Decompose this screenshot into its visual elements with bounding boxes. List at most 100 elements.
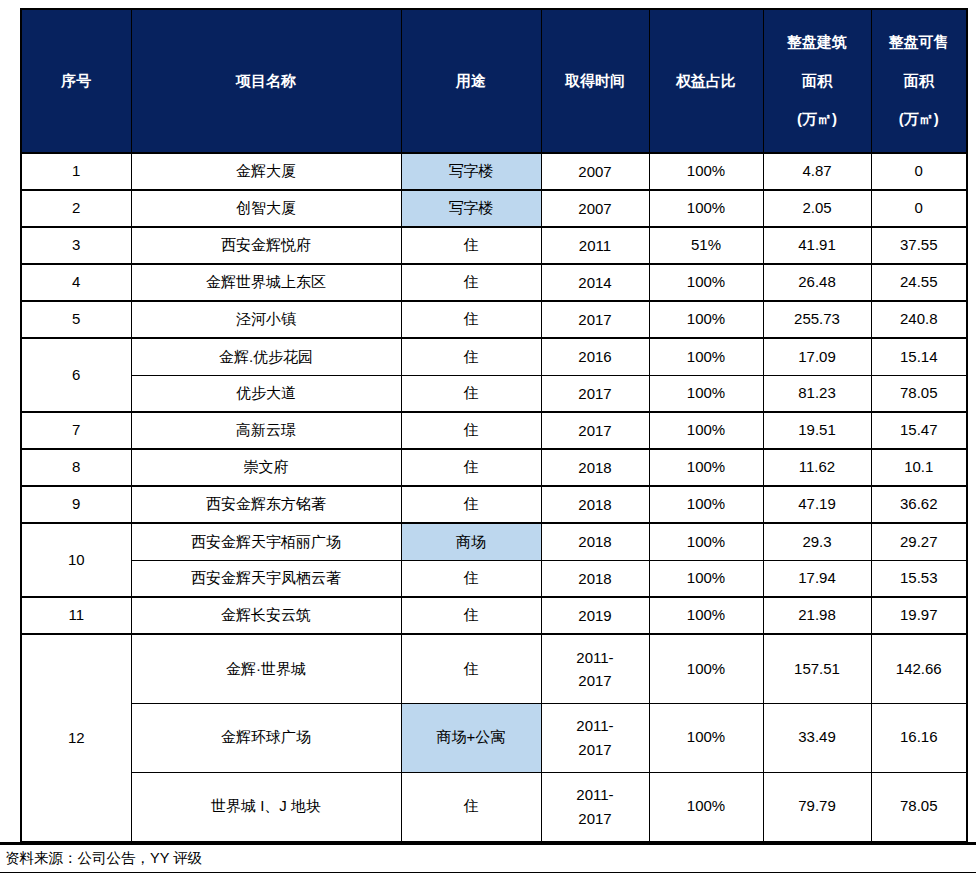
cell-built-area: 255.73 <box>763 301 871 338</box>
cell-project-name: 金辉环球广场 <box>131 703 401 772</box>
cell-project-name: 西安金辉悦府 <box>131 227 401 264</box>
cell-use: 住 <box>401 772 541 841</box>
time-line: 2017 <box>544 807 647 830</box>
cell-project-name: 世界城 I、J 地块 <box>131 772 401 841</box>
time-line: 2011- <box>544 714 647 737</box>
header-line: 整盘建筑 <box>766 31 869 54</box>
time-line: 2007 <box>544 160 647 183</box>
cell-use: 住 <box>401 560 541 597</box>
source-note: 资料来源：公司公告，YY 评级 <box>0 842 976 873</box>
cell-built-area: 17.09 <box>763 338 871 375</box>
cell-acquired-time: 2011-2017 <box>541 634 649 703</box>
time-line: 2014 <box>544 271 647 294</box>
cell-sellable-area: 10.1 <box>871 449 967 486</box>
cell-index: 2 <box>21 190 131 227</box>
cell-equity-ratio: 100% <box>649 597 763 634</box>
time-line: 2011 <box>544 234 647 257</box>
cell-index: 4 <box>21 264 131 301</box>
cell-index: 12 <box>21 634 131 841</box>
cell-project-name: 西安金辉天宇凤栖云著 <box>131 560 401 597</box>
cell-index: 8 <box>21 449 131 486</box>
time-line: 2018 <box>544 456 647 479</box>
cell-project-name: 金辉世界城上东区 <box>131 264 401 301</box>
cell-equity-ratio: 100% <box>649 375 763 412</box>
cell-equity-ratio: 100% <box>649 703 763 772</box>
cell-use: 住 <box>401 375 541 412</box>
table-row: 5泾河小镇住2017100%255.73240.8 <box>21 301 967 338</box>
time-line: 2016 <box>544 345 647 368</box>
cell-use: 住 <box>401 227 541 264</box>
cell-project-name: 金辉大厦 <box>131 153 401 190</box>
cell-project-name: 高新云璟 <box>131 412 401 449</box>
cell-index: 10 <box>21 523 131 597</box>
header-line: 面积 <box>874 70 965 93</box>
cell-built-area: 47.19 <box>763 486 871 523</box>
cell-index: 11 <box>21 597 131 634</box>
column-header-lines: 整盘可售面积(万㎡) <box>874 15 965 147</box>
cell-equity-ratio: 100% <box>649 153 763 190</box>
report-table-section: 序号项目名称用途取得时间权益占比整盘建筑面积(万㎡)整盘可售面积(万㎡) 1金辉… <box>0 0 976 873</box>
time-line: 2018 <box>544 493 647 516</box>
header-line: (万㎡) <box>766 108 869 131</box>
cell-equity-ratio: 100% <box>649 264 763 301</box>
cell-built-area: 33.49 <box>763 703 871 772</box>
cell-use: 住 <box>401 412 541 449</box>
column-header-name: 项目名称 <box>131 9 401 153</box>
cell-project-name: 西安金辉天宇栢丽广场 <box>131 523 401 560</box>
column-header-built-area: 整盘建筑面积 (万㎡) <box>763 9 871 153</box>
cell-acquired-time: 2017 <box>541 301 649 338</box>
time-line: 2017 <box>544 738 647 761</box>
cell-sellable-area: 37.55 <box>871 227 967 264</box>
time-line: 2007 <box>544 197 647 220</box>
cell-built-area: 21.98 <box>763 597 871 634</box>
cell-index: 5 <box>21 301 131 338</box>
table-row: 6金辉.优步花园住2016100%17.0915.14 <box>21 338 967 375</box>
cell-sellable-area: 0 <box>871 190 967 227</box>
table-row: 7高新云璟住2017100%19.5115.47 <box>21 412 967 449</box>
table-row: 9西安金辉东方铭著住2018100%47.1936.62 <box>21 486 967 523</box>
table-row: 11金辉长安云筑住2019100%21.9819.97 <box>21 597 967 634</box>
cell-acquired-time: 2007 <box>541 153 649 190</box>
cell-acquired-time: 2011-2017 <box>541 703 649 772</box>
header-row: 序号项目名称用途取得时间权益占比整盘建筑面积(万㎡)整盘可售面积(万㎡) <box>21 9 967 153</box>
cell-built-area: 157.51 <box>763 634 871 703</box>
cell-sellable-area: 16.16 <box>871 703 967 772</box>
table-row: 3西安金辉悦府住201151%41.9137.55 <box>21 227 967 264</box>
cell-sellable-area: 36.62 <box>871 486 967 523</box>
time-line: 2018 <box>544 567 647 590</box>
column-header-no: 序号 <box>21 9 131 153</box>
time-line: 2011- <box>544 783 647 806</box>
cell-acquired-time: 2018 <box>541 523 649 560</box>
cell-project-name: 创智大厦 <box>131 190 401 227</box>
cell-use: 住 <box>401 338 541 375</box>
cell-built-area: 4.87 <box>763 153 871 190</box>
time-line: 2018 <box>544 530 647 553</box>
table-row: 8崇文府住2018100%11.6210.1 <box>21 449 967 486</box>
cell-equity-ratio: 100% <box>649 634 763 703</box>
table-body: 1金辉大厦写字楼2007100%4.8702创智大厦写字楼2007100%2.0… <box>21 153 967 841</box>
cell-built-area: 26.48 <box>763 264 871 301</box>
table-row: 世界城 I、J 地块住2011-2017100%79.7978.05 <box>21 772 967 841</box>
cell-use: 商场 <box>401 523 541 560</box>
column-header-use: 用途 <box>401 9 541 153</box>
table-row: 金辉环球广场商场+公寓2011-2017100%33.4916.16 <box>21 703 967 772</box>
table-row: 西安金辉天宇凤栖云著住2018100%17.9415.53 <box>21 560 967 597</box>
cell-project-name: 崇文府 <box>131 449 401 486</box>
table-row: 12金辉·世界城住2011-2017100%157.51142.66 <box>21 634 967 703</box>
cell-built-area: 41.91 <box>763 227 871 264</box>
time-line: 2017 <box>544 382 647 405</box>
column-header-equity: 权益占比 <box>649 9 763 153</box>
header-line: 整盘可售 <box>874 31 965 54</box>
cell-built-area: 2.05 <box>763 190 871 227</box>
header-line: 面积 <box>766 70 869 93</box>
column-header-time: 取得时间 <box>541 9 649 153</box>
cell-acquired-time: 2018 <box>541 449 649 486</box>
cell-sellable-area: 142.66 <box>871 634 967 703</box>
cell-sellable-area: 15.53 <box>871 560 967 597</box>
cell-acquired-time: 2017 <box>541 412 649 449</box>
source-note-text: 资料来源：公司公告，YY 评级 <box>0 849 202 868</box>
cell-built-area: 19.51 <box>763 412 871 449</box>
cell-index: 9 <box>21 486 131 523</box>
cell-use: 住 <box>401 449 541 486</box>
cell-use: 住 <box>401 597 541 634</box>
